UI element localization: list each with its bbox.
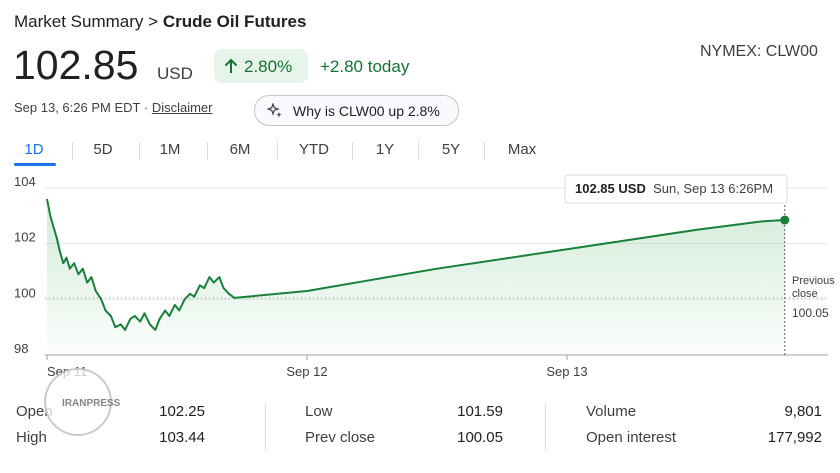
- y-tick-label: 98: [14, 341, 28, 356]
- range-tab[interactable]: 5Y: [441, 141, 461, 158]
- stat-value: 101.59: [457, 403, 503, 420]
- stat-label: Low: [305, 403, 333, 420]
- tooltip-time: Sun, Sep 13 6:26PM: [653, 181, 773, 196]
- ai-prompt-chip[interactable]: Why is CLW00 up 2.8%: [254, 95, 459, 126]
- watermark-logo: IRANPRESS: [44, 368, 120, 436]
- tab-separator: [72, 142, 73, 160]
- tooltip-text: 102.85 USD Sun, Sep 13 6:26PM: [575, 181, 773, 196]
- range-tab[interactable]: 1D: [24, 141, 44, 158]
- stat-label: High: [16, 429, 47, 446]
- stat-label: Prev close: [305, 429, 376, 446]
- tooltip-unit: USD: [618, 181, 645, 196]
- tooltip-box: [564, 174, 788, 204]
- x-tick-label: Sep 12: [286, 364, 327, 379]
- separator: ·: [143, 100, 149, 115]
- price: 102.85: [13, 42, 139, 88]
- stats: Open 102.25 High 103.44 Low 101.59 Prev close 1…: [0, 400, 840, 460]
- stat-value: 9,801: [784, 403, 822, 420]
- stat-divider: [545, 404, 546, 450]
- y-tick-label: 104: [14, 174, 36, 189]
- watermark: IRANPRESS: [62, 398, 121, 409]
- price-line: [46, 198, 785, 331]
- breadcrumb-parent[interactable]: Market Summary: [14, 12, 144, 31]
- last-point: [780, 215, 790, 225]
- previous-close-value: 100.05: [792, 306, 829, 320]
- tab-separator: [139, 142, 140, 160]
- change-today: +2.80 today: [320, 57, 410, 76]
- tab-separator: [207, 142, 208, 160]
- tab-separator: [352, 142, 353, 160]
- y-tick-label: 100: [14, 285, 36, 300]
- tooltip-value: 102.85: [575, 181, 615, 196]
- range-tab[interactable]: 1Y: [375, 141, 395, 158]
- ai-prompt-text: Why is CLW00 up 2.8%: [293, 103, 440, 119]
- timestamp: Sep 13, 6:26 PM EDT: [14, 100, 141, 115]
- change-percent: 2.80%: [244, 57, 293, 76]
- range-tab[interactable]: 5D: [93, 141, 113, 158]
- disclaimer-link[interactable]: Disclaimer: [151, 100, 213, 115]
- currency: USD: [157, 64, 193, 83]
- stat-value: 103.44: [159, 429, 205, 446]
- stat-label: Volume: [586, 403, 637, 420]
- stat-value: 177,992: [767, 429, 822, 446]
- area-fill: [47, 199, 785, 355]
- exchange: NYMEX: CLW00: [700, 43, 818, 60]
- stat-value: 102.25: [159, 403, 205, 420]
- range-tab[interactable]: Max: [507, 141, 537, 158]
- stat-divider: [265, 404, 266, 450]
- sparkle-icon: [267, 103, 282, 118]
- range-tab[interactable]: 1M: [159, 141, 181, 158]
- tab-separator: [277, 142, 278, 160]
- stat-label: Open interest: [586, 429, 677, 446]
- breadcrumb: Market Summary > Crude Oil Futures: [14, 12, 306, 32]
- timestamp-row: Sep 13, 6:26 PM EDT · Disclaimer: [14, 100, 212, 115]
- stat-label: Open: [16, 403, 53, 420]
- range-tab[interactable]: 6M: [229, 141, 251, 158]
- stat-value: 100.05: [457, 429, 503, 446]
- change-badge: 2.80%: [214, 49, 308, 83]
- x-tick-label: Sep 13: [546, 364, 587, 379]
- range-tabs: 1D 5D 1M 6M YTD 1Y 5Y Max: [0, 138, 840, 166]
- y-tick-label: 102: [14, 230, 36, 245]
- previous-close-label: Previous close: [792, 275, 835, 300]
- range-tab[interactable]: YTD: [299, 141, 329, 158]
- page-title: Crude Oil Futures: [162, 12, 307, 31]
- tab-separator: [484, 142, 485, 160]
- breadcrumb-separator: >: [148, 12, 159, 31]
- tab-separator: [418, 142, 419, 160]
- active-tab-underline: [14, 163, 56, 166]
- up-arrow: [224, 58, 238, 73]
